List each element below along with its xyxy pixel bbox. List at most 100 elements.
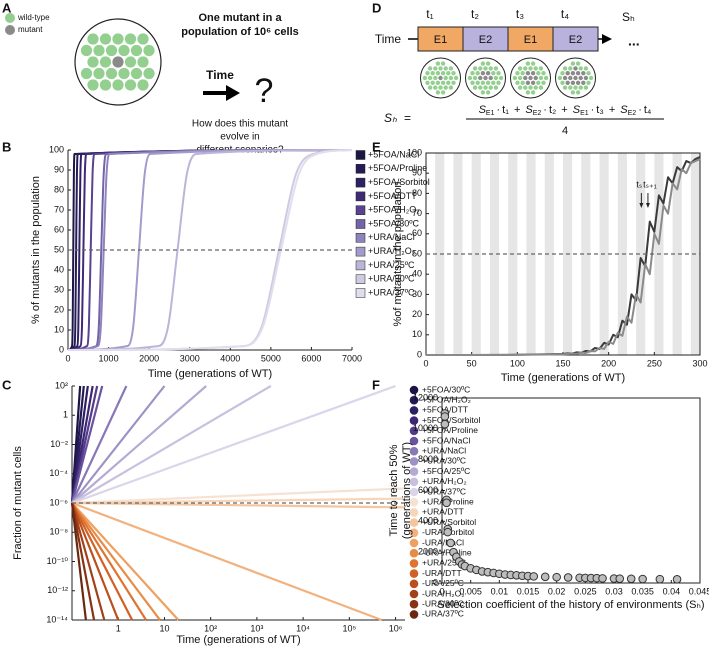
- wild-type-cell: [512, 75, 518, 81]
- data-line: [71, 385, 128, 504]
- wild-type-cell: [435, 80, 441, 86]
- x-tick-label: 5000: [261, 353, 281, 363]
- data-line: [426, 158, 701, 356]
- legend-label: +5FOA/30ºC: [422, 384, 470, 394]
- y-tick-label: 10⁻⁸: [49, 527, 68, 537]
- wild-type-cell: [538, 75, 544, 81]
- wild-type-cell: [440, 80, 446, 86]
- mutant-cell: [562, 75, 568, 81]
- wild-type-cell: [588, 75, 594, 81]
- y-tick-label: 100: [49, 144, 64, 154]
- y-tick-label: 4000: [418, 516, 438, 526]
- wild-type-cell: [99, 79, 112, 91]
- y-tick-label: 0: [433, 577, 438, 587]
- mutant-cell: [570, 80, 576, 86]
- data-line: [67, 149, 353, 351]
- wild-type-cell: [422, 75, 428, 81]
- x-tick-label: 0: [423, 358, 428, 368]
- legend-label: +URA/30ºC: [368, 274, 415, 284]
- x-tick-label: 0.03: [605, 586, 623, 596]
- data-point: [446, 538, 455, 548]
- data-line: [70, 502, 120, 621]
- legend-swatch: [409, 569, 419, 578]
- x-tick-label: 7000: [342, 353, 362, 363]
- x-tick-label: 10: [159, 623, 169, 633]
- data-line: [71, 501, 383, 622]
- data-line: [70, 502, 106, 621]
- legend-swatch: [409, 508, 419, 517]
- mutant-cell: [525, 71, 531, 76]
- panel-letter: D: [372, 0, 381, 15]
- environment-box: [552, 26, 599, 52]
- wild-type-cell: [472, 75, 478, 81]
- wild-type-cell: [483, 85, 488, 90]
- y-tick-label: 80: [412, 188, 422, 198]
- data-point: [655, 574, 665, 584]
- y-tick-label: 10000: [413, 423, 438, 433]
- wild-type-cell: [562, 66, 568, 71]
- legend-dot: [5, 13, 15, 23]
- x-tick-label: 3000: [180, 353, 200, 363]
- wild-type-cell: [440, 61, 446, 66]
- legend-swatch: [355, 274, 366, 284]
- formula-lhs: Sₕ: [384, 111, 397, 125]
- y-tick-label: 100: [407, 147, 422, 157]
- legend-swatch: [355, 260, 366, 271]
- wild-type-cell: [478, 85, 483, 90]
- data-line: [70, 385, 104, 504]
- wild-type-cell: [446, 71, 451, 76]
- y-tick-label: 10⁻⁴: [49, 468, 68, 478]
- wild-type-cell: [496, 80, 501, 86]
- legend-label: -URA/NaCl: [422, 537, 464, 547]
- arrow-head: [226, 85, 240, 101]
- symbol-subscript: E2: [533, 110, 542, 117]
- data-point: [443, 527, 453, 537]
- legend-swatch: [355, 177, 366, 188]
- x-axis-label: Selection coefficient of the history of …: [437, 599, 704, 611]
- wild-type-cell: [143, 44, 155, 57]
- wild-type-cell: [541, 80, 546, 86]
- data-line: [67, 149, 353, 351]
- x-tick-label: 0.035: [631, 586, 654, 596]
- dot: ·: [591, 104, 595, 116]
- duration-label: t₂: [471, 7, 479, 21]
- legend-swatch: [355, 288, 366, 298]
- legend-label: +5FOA/Sorbitol: [368, 177, 430, 187]
- y-tick-label: 30: [54, 284, 64, 294]
- y-tick-label: 10²: [55, 380, 68, 390]
- wild-type-cell: [562, 85, 568, 90]
- legend-label: +5FOA/NaCl: [368, 149, 419, 159]
- wild-type-cell: [137, 56, 149, 68]
- mutant-cell: [525, 80, 531, 86]
- legend-swatch: [409, 487, 419, 497]
- wild-type-cell: [570, 90, 576, 95]
- legend-swatch: [409, 395, 419, 405]
- symbol: S: [620, 104, 628, 116]
- wild-type-cell: [530, 90, 536, 95]
- y-tick-label: 10⁻¹²: [47, 585, 68, 595]
- legend-swatch: [409, 497, 419, 507]
- question: How does this mutant: [192, 119, 288, 130]
- wild-type-cell: [137, 79, 149, 91]
- wild-type-cell: [536, 71, 541, 76]
- mutant-cell: [530, 80, 536, 86]
- question: evolve in: [220, 132, 259, 143]
- time-label: Time: [206, 68, 234, 82]
- legend-swatch: [409, 426, 419, 436]
- mutant-cell: [578, 75, 583, 81]
- legend-swatch: [409, 518, 419, 527]
- dot: ·: [496, 104, 500, 116]
- wild-type-cell: [475, 80, 480, 86]
- data-line: [71, 497, 406, 505]
- x-axis-label: Time (generations of WT): [501, 372, 625, 384]
- legend-label: +URA/H₂O₂: [368, 246, 416, 256]
- formula-denominator: 4: [562, 125, 568, 137]
- y-axis-label: (generations of WT): [401, 442, 413, 539]
- x-tick-label: 150: [555, 358, 570, 368]
- x-tick-label: 0.005: [459, 586, 482, 596]
- x-tick-label: 6000: [301, 353, 321, 363]
- legend-swatch: [409, 528, 419, 538]
- y-tick-label: 90: [412, 168, 422, 178]
- wild-type-cell: [488, 66, 493, 71]
